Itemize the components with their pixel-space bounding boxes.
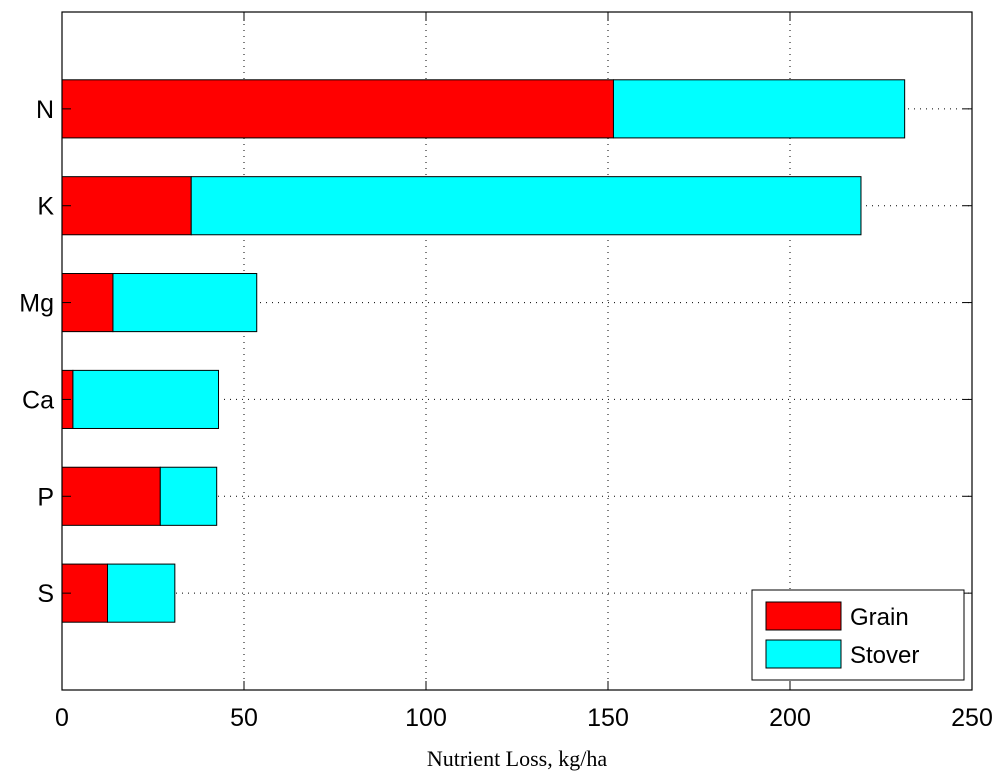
legend-label-grain: Grain bbox=[850, 604, 909, 631]
bar-stover-s bbox=[107, 563, 176, 623]
tick-marks bbox=[61, 12, 973, 690]
bar-grain-p bbox=[61, 466, 161, 526]
legend-swatch-stover bbox=[765, 639, 842, 669]
bar-grain-k bbox=[61, 176, 192, 236]
x-tick-label: 50 bbox=[230, 704, 258, 732]
bar-stover-n bbox=[612, 79, 906, 139]
y-tick-label: P bbox=[37, 483, 54, 511]
bars bbox=[61, 79, 906, 623]
legend-label-stover: Stover bbox=[850, 642, 919, 669]
x-tick-label: 0 bbox=[55, 704, 69, 732]
y-tick-label: Mg bbox=[19, 290, 54, 318]
bar-stover-k bbox=[190, 176, 862, 236]
y-tick-label: N bbox=[36, 96, 54, 124]
legend-swatch-grain bbox=[765, 601, 842, 631]
y-tick-label: Ca bbox=[22, 386, 54, 414]
y-tick-label: K bbox=[37, 193, 54, 221]
axes-frame bbox=[61, 11, 973, 691]
x-axis-label: Nutrient Loss, kg/ha bbox=[427, 746, 607, 771]
bar-grain-n bbox=[61, 79, 614, 139]
bar-stover-mg bbox=[112, 273, 258, 333]
bar-stover-ca bbox=[72, 369, 220, 429]
grid-lines bbox=[62, 12, 972, 690]
x-tick-label: 250 bbox=[951, 704, 993, 732]
bar-stover-p bbox=[159, 466, 218, 526]
x-tick-label: 150 bbox=[587, 704, 629, 732]
x-tick-label: 100 bbox=[405, 704, 447, 732]
legend: Grain Stover bbox=[751, 589, 965, 681]
x-tick-labels: 0 50 100 150 200 250 bbox=[55, 704, 993, 732]
x-tick-label: 200 bbox=[769, 704, 811, 732]
y-tick-label: S bbox=[37, 580, 54, 608]
y-tick-labels: N K Mg Ca P S bbox=[19, 96, 54, 608]
